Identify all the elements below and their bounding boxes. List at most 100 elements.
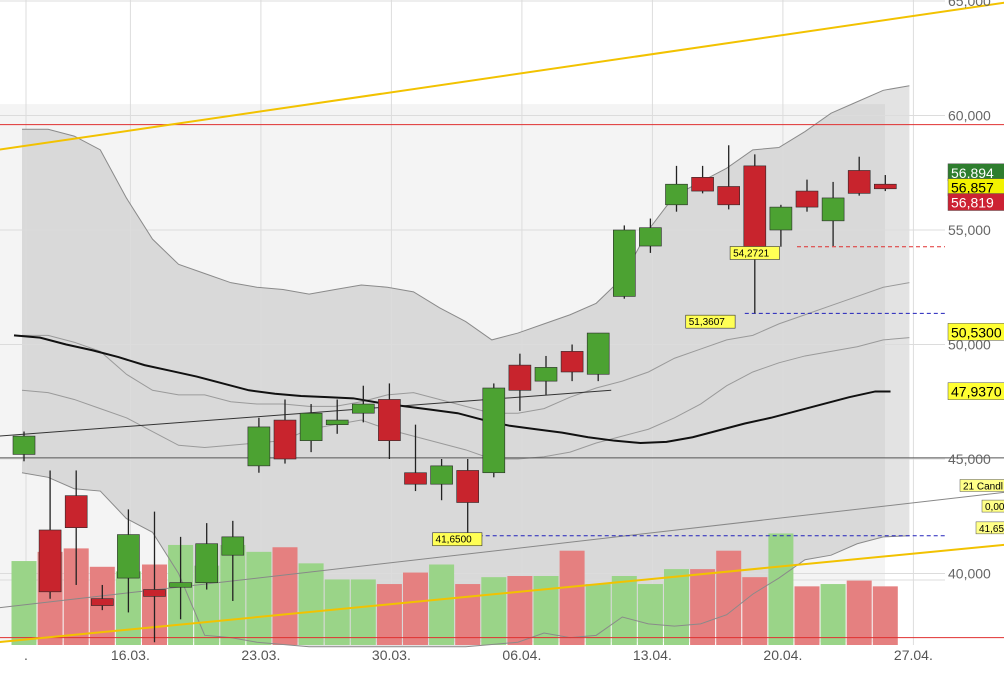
bollinger-secondary-line [21,337,910,460]
candle-body-6 [169,582,192,588]
volume-bar-29 [768,533,794,645]
candle-body-8 [221,536,245,556]
candle-body-15 [404,472,427,485]
x-tick-label-6: 20.04. [763,647,802,663]
volume-bar-15 [403,572,428,645]
small-tag-label-1: 0,00 [985,502,1004,513]
volume-bar-27 [716,550,742,645]
volume-bar-28 [742,577,768,645]
candle-body-0 [12,435,36,455]
candle-body-29 [769,206,793,231]
volume-bar-10 [272,547,298,645]
bollinger-upper-line [22,85,910,341]
small-tag-box-1 [981,499,1004,513]
y-axis: 35,00040,00045,00050,00055,00060,00065,0… [948,0,991,582]
candle-body-30 [795,190,819,208]
volume-bar-23 [611,576,637,645]
volume-bar-25 [664,569,689,645]
candle-body-23 [612,229,636,297]
y-tick-label-1: 40,000 [948,566,991,582]
y-tick-label-4: 55,000 [948,222,991,238]
y-tick-label-6: 65,000 [948,0,991,9]
candle-body-2 [64,495,88,529]
candle-body-18 [482,387,506,474]
annotations-layer: 54,2721 51,3607 41,6500 [432,246,780,547]
volume-bar-21 [559,550,585,645]
bollinger-lower-line [21,472,910,648]
candle-body-12 [325,419,349,425]
volume-bar-17 [455,584,481,645]
candle-body-3 [91,598,114,606]
x-tick-label-0: . [24,647,28,663]
annotation-box-2 [432,532,483,547]
candle-body-19 [508,364,532,391]
price-tag-label-4: 47,9370 [951,384,1002,400]
y-tick-label-5: 60,000 [948,108,991,124]
volume-bar-9 [246,551,272,645]
volume-bar-14 [376,584,402,645]
volume-bar-32 [846,580,872,645]
candle-body-33 [873,183,897,190]
candle-body-24 [639,227,662,247]
small-tag-box-2 [975,521,1004,535]
volume-bar-31 [820,584,846,645]
volume-bar-33 [872,586,898,645]
candle-body-26 [691,177,714,192]
x-axis: . 16.03. 23.03. 30.03. 06.04. 13.04. 20.04. 27.… [24,647,933,663]
x-tick-label-3: 30.03. [372,647,411,663]
annotation-label-0: 54,2721 [733,248,770,259]
volume-bar-18 [481,577,507,645]
moving-average-line [13,334,891,444]
candle-body-31 [821,197,845,222]
annotation-box-1 [685,314,736,329]
volume-bar-16 [429,564,455,645]
x-tick-label-7: 27.04. [894,647,933,663]
price-tag-label-0: 56,894 [951,165,994,181]
candle-body-13 [351,403,375,414]
trend-line-3 [0,491,1004,609]
x-tick-label-5: 13.04. [633,647,672,663]
candles-layer [12,145,897,643]
candle-body-9 [247,426,271,467]
bollinger-middle-line [22,282,910,414]
candle-body-11 [299,412,323,441]
y-tick-label-2: 45,000 [948,451,991,467]
candle-body-27 [717,186,741,206]
volume-bar-24 [637,584,663,645]
price-tag-box-4 [947,382,1004,400]
annotation-label-2: 41,6500 [436,535,473,546]
price-tag-label-2: 56,819 [951,195,994,211]
volume-bar-22 [585,584,611,645]
trend-line-0 [0,1,1004,151]
candle-body-32 [847,170,871,194]
candle-body-28 [743,165,767,248]
annotation-box-0 [729,246,780,260]
volume-bar-12 [324,579,350,645]
candle-body-14 [378,399,401,441]
candle-body-16 [430,465,453,485]
x-tick-label-1: 16.03. [111,647,150,663]
volume-bar-30 [794,586,820,645]
small-tag-box-0 [959,479,1004,492]
candle-body-25 [665,183,688,206]
candle-body-22 [586,332,610,375]
price-tag-box-3 [947,323,1004,341]
candle-body-7 [195,543,218,583]
volume-bar-13 [350,579,376,645]
candle-body-20 [534,367,558,382]
candle-body-10 [273,419,297,460]
volume-bar-19 [507,576,533,645]
candle-body-5 [143,589,166,597]
candle-body-17 [456,470,480,503]
candle-body-21 [560,351,584,373]
volume-bar-0 [11,561,37,645]
candle-body-1 [38,529,62,593]
volume-bar-11 [298,563,324,645]
small-tag-label-0: 21 Candl [963,481,1003,492]
small-tag-label-2: 41,650 [979,524,1004,535]
x-tick-label-2: 23.03. [241,647,280,663]
volume-bar-26 [690,569,716,645]
bollinger-band-fill [22,85,910,647]
